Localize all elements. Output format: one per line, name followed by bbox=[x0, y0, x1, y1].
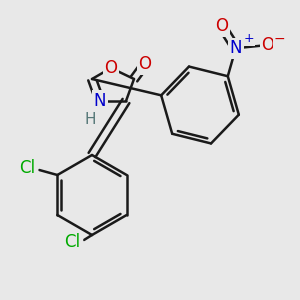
Text: O: O bbox=[215, 17, 228, 35]
Bar bbox=[230, 42, 242, 54]
Text: H: H bbox=[84, 112, 96, 128]
Bar bbox=[139, 58, 151, 70]
Text: O: O bbox=[261, 36, 274, 54]
Bar bbox=[17, 162, 38, 174]
Text: O: O bbox=[139, 55, 152, 73]
Bar bbox=[267, 39, 281, 51]
Bar bbox=[85, 115, 95, 125]
Text: −: − bbox=[274, 32, 286, 46]
Bar bbox=[216, 20, 228, 32]
Text: +: + bbox=[244, 32, 254, 45]
Text: O: O bbox=[104, 59, 118, 77]
Bar bbox=[94, 95, 106, 107]
Text: N: N bbox=[230, 39, 242, 57]
Text: Cl: Cl bbox=[19, 159, 35, 177]
Bar bbox=[105, 62, 117, 74]
Text: Cl: Cl bbox=[64, 233, 80, 251]
Bar bbox=[62, 236, 82, 248]
Text: N: N bbox=[94, 92, 106, 110]
